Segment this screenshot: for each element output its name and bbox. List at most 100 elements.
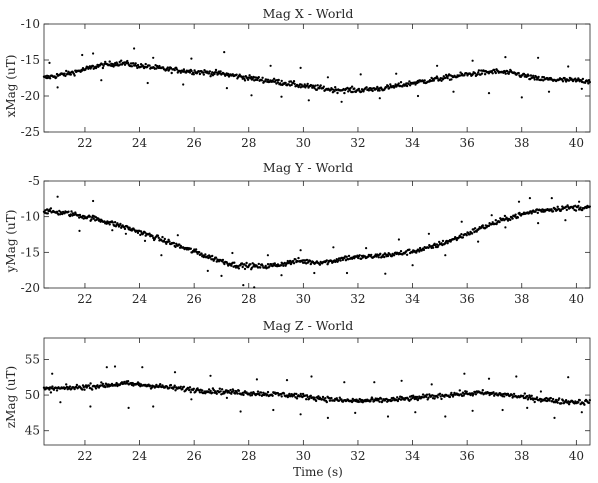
panel-z-outlier-point <box>239 410 242 413</box>
panel-x-data-point <box>306 82 309 86</box>
panel-x-outlier-point <box>580 87 583 90</box>
panel-y-data-point <box>237 267 241 270</box>
panel-y-data-point <box>427 246 430 249</box>
panel-z-x-tick-label: 28 <box>241 449 256 463</box>
panel-x-data-point <box>378 89 381 92</box>
panel-z-outlier-point <box>567 376 570 379</box>
panel-y-data-point <box>339 259 342 262</box>
panel-z-data-point <box>94 387 98 390</box>
panel-z-plot-area: 22 24 26 28 30 32 34 36 38 40 45 50 55 <box>25 337 591 463</box>
panel-y-x-tick-label: 30 <box>296 292 311 306</box>
panel-y-data-point <box>297 256 300 260</box>
panel-x-data-point <box>446 76 449 80</box>
panel-z-data-point <box>450 391 453 395</box>
panel-y-data-point <box>460 233 463 236</box>
panel-z-data-point <box>396 399 400 403</box>
panel-y-data-point <box>257 262 260 266</box>
panel-y-data-point <box>514 213 517 216</box>
panel-y-outlier-point <box>253 286 256 289</box>
panel-x-data-point <box>175 68 179 71</box>
panel-x-y-tick-label: -10 <box>21 17 40 31</box>
panel-y-outlier-point <box>578 200 581 203</box>
panel-y-data-point <box>530 212 533 215</box>
panel-x-x-tick-label: 36 <box>460 136 475 150</box>
panel-z-outlier-point <box>299 413 302 416</box>
panel-y-data-point <box>245 261 248 265</box>
panel-y-data-point <box>168 240 171 243</box>
panel-y-outlier-point <box>345 271 349 275</box>
panel-z-x-tick-label: 36 <box>460 449 475 463</box>
panel-z-outlier-point <box>463 372 466 375</box>
panel-y-outlier-point <box>332 246 335 249</box>
panel-z-data-point <box>271 394 274 397</box>
panel-z-y-tick-label: 55 <box>25 352 40 366</box>
panel-y-outlier-point <box>56 195 59 198</box>
panel-y-outlier-point <box>564 219 567 222</box>
panel-z-data-point <box>335 397 338 400</box>
panel-y-outlier-point <box>444 254 447 257</box>
panel-y-data-point <box>516 216 520 219</box>
panel-z-data-point <box>523 392 526 395</box>
panel-z-x-tick-label: 32 <box>350 449 365 463</box>
panel-z-data-point <box>321 395 325 399</box>
panel-z-data-point <box>558 397 561 400</box>
panel-z-data-point <box>587 401 591 404</box>
panel-z-data-point <box>510 393 513 396</box>
panel-z-data-point <box>436 396 439 399</box>
panel-z-data-point <box>338 396 341 399</box>
panel-y-data-point <box>565 208 568 212</box>
panel-z-data-point <box>266 393 269 396</box>
panel-y-data-point <box>405 253 409 256</box>
panel-z-data-point <box>48 388 51 391</box>
panel-z-data-point <box>188 388 191 392</box>
panel-y-data-point <box>157 236 160 239</box>
panel-x-outlier-point <box>340 100 343 103</box>
panel-z-data-point <box>378 400 381 403</box>
panel-x-data-point <box>207 72 211 75</box>
panel-x-data-point <box>243 79 247 82</box>
panel-y-data-point <box>189 247 192 250</box>
panel-y-data-point <box>473 227 477 230</box>
panel-x-data-point <box>349 87 352 90</box>
panel-y-data-point <box>211 254 214 258</box>
panel-z-data-point <box>439 395 442 398</box>
panel-y-data-point <box>347 254 351 258</box>
panel-z-data-point <box>299 392 302 396</box>
panel-x-outlier-point <box>152 56 155 59</box>
panel-y-data-point <box>244 264 247 267</box>
panel-x-data-point <box>182 68 186 71</box>
panel-y-data-point <box>534 210 537 213</box>
panel-y-data-point <box>431 246 435 249</box>
panel-y-outlier-point <box>206 269 209 272</box>
panel-x-data-point <box>450 78 453 81</box>
panel-x-outlier-point <box>190 57 193 60</box>
panel-y-data-point <box>259 266 262 269</box>
panel-x-data-point <box>313 87 316 90</box>
panel-z-xlabel: Time (s) <box>293 465 343 479</box>
panel-x-data-point <box>463 74 466 77</box>
panel-z-data-point <box>295 392 298 396</box>
panel-z-data-point <box>188 386 192 389</box>
panel-x-data-point <box>246 78 250 82</box>
panel-y-data-point <box>123 227 127 231</box>
panel-x-outlier-point <box>416 94 420 98</box>
panel-x-data-point <box>350 85 354 88</box>
panel-z-data-point <box>472 392 475 396</box>
panel-y-outlier-point <box>266 254 269 257</box>
panel-y-data-point <box>491 221 494 224</box>
panel-z-data-point <box>182 385 186 388</box>
panel-z-data-point <box>96 384 99 387</box>
panel-y-data-point <box>233 261 236 264</box>
panel-z-data-point <box>399 398 403 401</box>
panel-z-data-point <box>451 395 455 398</box>
panel-y-data-point <box>461 236 465 239</box>
panel-y-y-tick-label: -10 <box>21 210 40 224</box>
panel-y-outlier-point <box>384 272 387 275</box>
panel-z-data-point <box>438 392 442 395</box>
panel-y-data-point <box>470 232 474 235</box>
panel-z-x-tick-label: 24 <box>132 449 148 463</box>
panel-y-data-point <box>200 252 203 255</box>
panel-y-data-point <box>386 254 390 258</box>
panel-y-x-tick-label: 24 <box>132 292 148 306</box>
panel-x-data-point <box>158 64 161 68</box>
